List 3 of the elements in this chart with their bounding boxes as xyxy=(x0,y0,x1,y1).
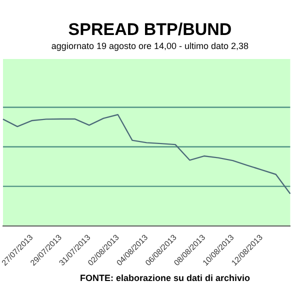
chart-subtitle: aggiornato 19 agosto ore 14,00 - ultimo dato 2,38 xyxy=(50,41,250,51)
chart-title: SPREAD BTP/BUND xyxy=(67,20,233,40)
source-note: FONTE: elaborazione su dati di archivio xyxy=(78,273,252,283)
